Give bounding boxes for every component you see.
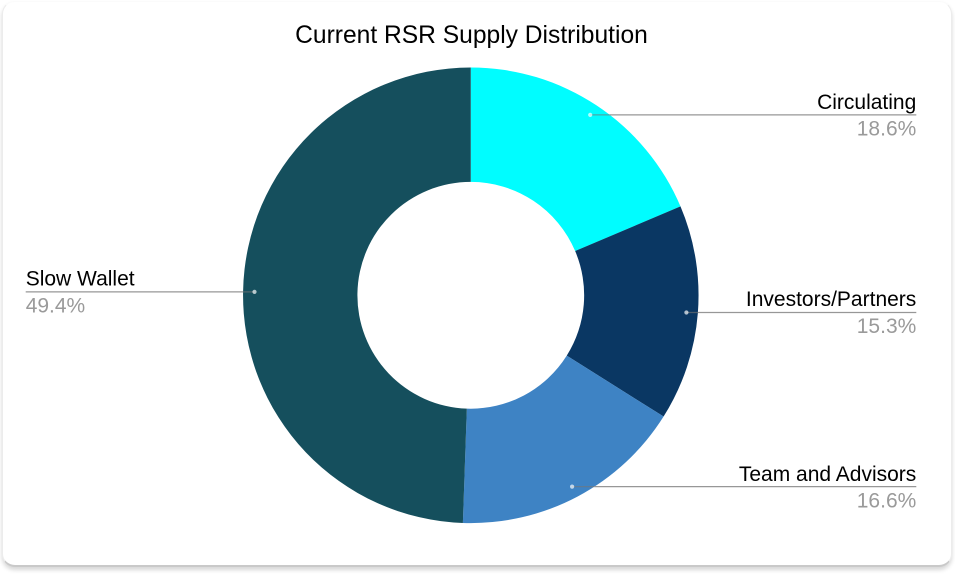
svg-text:Slow Wallet: Slow Wallet [26, 268, 135, 291]
svg-text:Current RSR Supply Distributio: Current RSR Supply Distribution [295, 22, 648, 49]
svg-text:15.3%: 15.3% [857, 315, 917, 338]
svg-text:49.4%: 49.4% [26, 295, 86, 318]
svg-text:Team and Advisors: Team and Advisors [739, 463, 916, 486]
svg-text:Circulating: Circulating [817, 91, 916, 114]
svg-text:Investors/Partners: Investors/Partners [746, 288, 916, 311]
svg-text:16.6%: 16.6% [857, 490, 917, 513]
svg-text:18.6%: 18.6% [857, 117, 917, 140]
